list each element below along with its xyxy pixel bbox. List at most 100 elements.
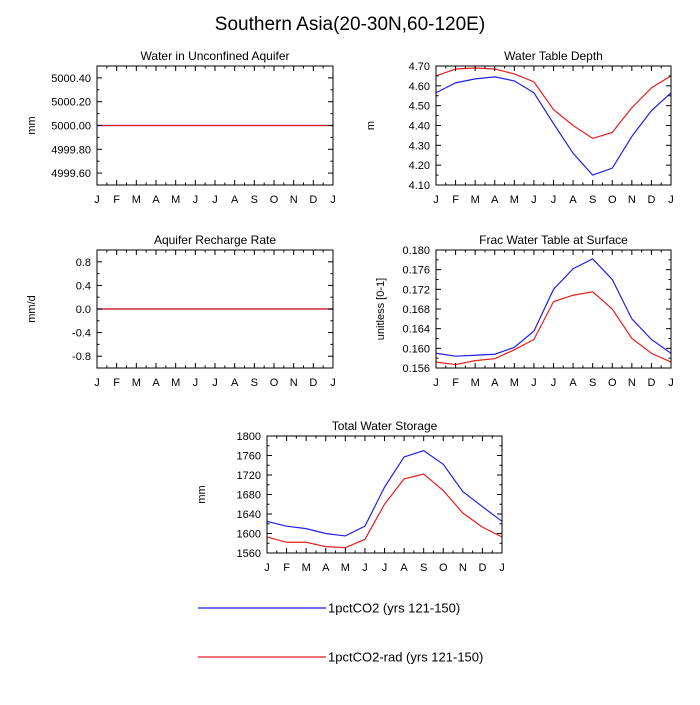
x-tick-label: J [362, 562, 368, 574]
x-tick-label: A [231, 377, 239, 389]
x-tick-label: J [193, 194, 199, 206]
y-tick-label: 0.168 [402, 304, 430, 316]
panel-2: J F M A M J J A S O N D J4.104.204.304.404.504.604.7… [365, 49, 674, 206]
legend-label: 1pctCO2 (yrs 121-150) [328, 601, 460, 616]
x-tick-label: J [531, 194, 537, 206]
x-tick-label: O [608, 377, 617, 389]
x-tick-label: S [251, 194, 258, 206]
panel-title: Frac Water Table at Surface [479, 233, 628, 247]
y-tick-label: 5000.40 [51, 73, 91, 85]
y-tick-label: 1800 [237, 431, 261, 443]
x-tick-label: J [551, 194, 557, 206]
y-tick-label: 4.70 [409, 61, 430, 73]
x-tick-label: N [290, 194, 298, 206]
x-tick-label: J [193, 377, 199, 389]
x-tick-label: O [270, 377, 279, 389]
x-tick-label: J [330, 377, 336, 389]
x-tick-label: F [452, 194, 459, 206]
y-axis-label: mm [26, 116, 38, 134]
panel-title: Aquifer Recharge Rate [154, 233, 276, 247]
y-tick-label: 0.8 [76, 257, 91, 269]
y-tick-label: -0.4 [72, 328, 91, 340]
x-tick-label: D [647, 377, 655, 389]
plot-frame [435, 249, 672, 369]
x-tick-label: A [491, 377, 499, 389]
legend: 1pctCO2 (yrs 121-150) 1pctCO2-rad (yrs 12… [198, 601, 483, 665]
panel-title: Water in Unconfined Aquifer [141, 49, 290, 63]
x-tick-label: S [420, 562, 427, 574]
series-line-red [435, 291, 672, 366]
y-tick-label: 0.4 [76, 280, 91, 292]
x-tick-label: A [152, 377, 160, 389]
x-tick-label: N [459, 562, 467, 574]
x-tick-label: J [264, 562, 270, 574]
y-tick-label: 4.60 [409, 81, 430, 93]
x-tick-label: M [132, 377, 141, 389]
y-tick-label: 0.160 [402, 343, 430, 355]
x-tick-label: F [283, 562, 290, 574]
y-tick-label: 4999.60 [51, 168, 91, 180]
y-tick-label: 0.176 [402, 265, 430, 277]
panel-1: J F M A M J J A S O N D J4999.604999.805000.005000.2… [26, 49, 336, 206]
x-tick-label: J [212, 194, 218, 206]
x-tick-label: D [647, 194, 655, 206]
y-tick-label: 5000.00 [51, 121, 91, 133]
x-tick-label: D [478, 562, 486, 574]
figure-title: Southern Asia(20-30N,60-120E) [215, 14, 485, 35]
y-tick-label: 1680 [237, 490, 261, 502]
x-tick-label: D [309, 194, 317, 206]
y-tick-label: 0.164 [402, 324, 430, 336]
panel-title: Water Table Depth [504, 49, 603, 63]
x-tick-label: M [171, 377, 180, 389]
x-tick-label: J [330, 194, 336, 206]
x-tick-label: J [668, 377, 674, 389]
x-tick-label: M [171, 194, 180, 206]
x-tick-label: J [382, 562, 388, 574]
panel-4: J F M A M J J A S O N D J0.1560.1600.1640.1680.1720.… [375, 233, 674, 389]
y-tick-label: 4.20 [409, 160, 430, 172]
x-tick-label: J [531, 377, 537, 389]
x-tick-label: A [491, 194, 499, 206]
x-tick-label: J [433, 194, 439, 206]
legend-label: 1pctCO2-rad (yrs 121-150) [328, 650, 483, 665]
series-line-blue [435, 76, 672, 176]
panels: J F M A M J J A S O N D J4999.604999.805000.005000.2… [26, 49, 674, 574]
y-tick-label: 4.10 [409, 180, 430, 192]
y-axis-label: mm/d [26, 295, 38, 323]
series-line-blue [435, 258, 672, 357]
x-tick-label: S [251, 377, 258, 389]
y-tick-label: 0.156 [402, 363, 430, 375]
y-tick-label: 0.0 [76, 304, 91, 316]
x-tick-label: A [569, 377, 577, 389]
y-tick-label: 4.50 [409, 101, 430, 113]
y-tick-label: -0.8 [72, 351, 91, 363]
y-tick-label: 1760 [237, 451, 261, 463]
x-tick-label: M [510, 194, 519, 206]
x-tick-label: O [608, 194, 617, 206]
x-tick-label: J [668, 194, 674, 206]
x-tick-label: O [439, 562, 448, 574]
y-axis-label: m [365, 121, 377, 130]
x-tick-label: M [132, 194, 141, 206]
x-tick-label: A [322, 562, 330, 574]
x-tick-label: N [628, 377, 636, 389]
x-tick-label: J [212, 377, 218, 389]
x-tick-label: J [551, 377, 557, 389]
x-tick-label: F [113, 377, 120, 389]
x-tick-label: S [589, 377, 596, 389]
x-tick-label: J [94, 194, 100, 206]
series-line-blue [266, 449, 503, 537]
x-tick-label: A [400, 562, 408, 574]
y-tick-label: 4.40 [409, 121, 430, 133]
x-tick-label: S [589, 194, 596, 206]
x-tick-label: M [510, 377, 519, 389]
y-tick-label: 1720 [237, 470, 261, 482]
x-tick-label: N [628, 194, 636, 206]
series-line-red [266, 473, 503, 549]
y-tick-label: 5000.20 [51, 97, 91, 109]
y-tick-label: 4.30 [409, 140, 430, 152]
panel-title: Total Water Storage [332, 419, 438, 433]
panel-5: J F M A M J J A S O N D J156016001640168017201760180… [196, 419, 505, 574]
